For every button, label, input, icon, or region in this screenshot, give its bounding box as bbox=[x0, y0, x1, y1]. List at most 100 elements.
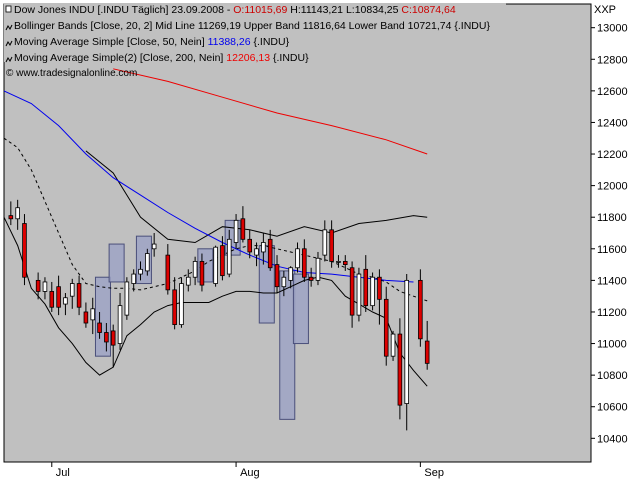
candle-body bbox=[69, 283, 75, 297]
candle-body bbox=[63, 297, 68, 305]
ma50-line bbox=[3, 90, 414, 283]
candle bbox=[220, 236, 225, 281]
candle bbox=[76, 275, 82, 316]
candle bbox=[240, 206, 246, 243]
candle-body bbox=[97, 322, 102, 333]
svg-text:Moving Average Simple [Close,: Moving Average Simple [Close, 50, Nein] … bbox=[14, 36, 290, 48]
candle bbox=[254, 242, 259, 267]
candle-body bbox=[186, 276, 191, 286]
candle-body bbox=[35, 279, 41, 292]
candle bbox=[226, 229, 232, 278]
y-tick-label: 11000 bbox=[597, 339, 627, 351]
pattern-box bbox=[94, 276, 111, 357]
legend-price-name: Dow Jones INDU [.INDU Täglich] 23.09.200… bbox=[14, 4, 233, 16]
x-tick-label: Jul bbox=[56, 467, 70, 479]
bb-lower-line bbox=[3, 216, 428, 387]
candle-body bbox=[418, 279, 423, 340]
candle bbox=[233, 214, 239, 249]
candle bbox=[63, 293, 68, 316]
candle-body bbox=[165, 254, 171, 291]
candle bbox=[261, 233, 266, 265]
legend-high: H:11143,21 bbox=[290, 4, 343, 16]
candle bbox=[308, 267, 314, 287]
candle-body bbox=[192, 261, 198, 278]
pattern-box bbox=[279, 270, 296, 420]
ma200-line bbox=[113, 68, 428, 155]
candle bbox=[267, 229, 273, 271]
legend-open: O:11015,69 bbox=[233, 4, 287, 16]
candle-body bbox=[104, 332, 109, 343]
candle bbox=[124, 277, 130, 320]
candle-body bbox=[349, 267, 355, 316]
candle-body bbox=[329, 229, 334, 262]
candle-body bbox=[377, 276, 382, 300]
candle bbox=[329, 220, 334, 268]
plot-area bbox=[3, 3, 592, 463]
candle-body bbox=[213, 246, 218, 284]
candle bbox=[315, 251, 321, 286]
candle bbox=[179, 277, 184, 328]
copyright-label: © www.tradesignalonline.com bbox=[6, 68, 137, 79]
candle-body bbox=[117, 305, 123, 344]
candle bbox=[383, 286, 389, 366]
candle-body bbox=[15, 207, 20, 220]
candle bbox=[83, 302, 89, 328]
candle bbox=[343, 255, 348, 271]
candle bbox=[131, 269, 136, 292]
candle bbox=[8, 201, 14, 226]
plot-background bbox=[3, 3, 592, 463]
candle bbox=[15, 199, 20, 230]
y-tick-label: 12800 bbox=[597, 54, 628, 66]
candle bbox=[390, 330, 396, 361]
candle bbox=[397, 318, 403, 420]
y-tick-label: 11600 bbox=[597, 244, 627, 256]
candle bbox=[49, 281, 55, 312]
legend-close: C:10874,64 bbox=[401, 4, 455, 16]
legend-ma50-value: 11388,26 bbox=[208, 36, 251, 48]
candle bbox=[336, 255, 341, 268]
y-tick-label: 11400 bbox=[597, 275, 627, 287]
candle-body bbox=[8, 215, 14, 220]
candle-body bbox=[404, 279, 409, 404]
candle-body bbox=[124, 281, 130, 316]
candle-body bbox=[267, 238, 273, 269]
legend: Dow Jones INDU [.INDU Täglich] 23.09.200… bbox=[4, 3, 506, 79]
x-tick-label: Sep bbox=[424, 467, 444, 479]
legend-bollinger-name: Bollinger Bands [Close, 20, 2] bbox=[14, 20, 152, 32]
candle bbox=[288, 266, 293, 289]
candle-body bbox=[76, 283, 82, 308]
candle-body bbox=[179, 283, 184, 326]
candle bbox=[145, 248, 150, 276]
candle-body bbox=[322, 229, 328, 256]
candle-body bbox=[274, 264, 280, 288]
y-tick-label: 11800 bbox=[597, 212, 627, 224]
candle-body bbox=[83, 311, 89, 324]
candle-body bbox=[199, 261, 205, 286]
candle-body bbox=[315, 257, 321, 281]
legend-item-ma200: Moving Average Simple(2) [Close, 200, Ne… bbox=[5, 52, 309, 64]
candle-body bbox=[383, 298, 389, 357]
candle bbox=[363, 255, 369, 312]
legend-low: L:10834,25 bbox=[346, 4, 399, 16]
candle bbox=[295, 242, 300, 273]
candle-legend-icon bbox=[5, 5, 12, 13]
candle bbox=[404, 274, 409, 431]
y-tick-label: 12600 bbox=[597, 86, 628, 98]
candle bbox=[192, 256, 198, 286]
candle-body bbox=[336, 261, 341, 263]
legend-item-bollinger: Bollinger Bands [Close, 20, 2] Mid Line … bbox=[5, 20, 490, 32]
candle-body bbox=[131, 273, 136, 284]
candle-body bbox=[220, 245, 225, 277]
svg-text:Dow Jones INDU [.INDU Täglich: Dow Jones INDU [.INDU Täglich] 23.09.200… bbox=[14, 4, 456, 16]
candle-body bbox=[145, 253, 150, 272]
candle bbox=[42, 277, 48, 300]
legend-background bbox=[4, 3, 506, 62]
candle bbox=[377, 269, 382, 325]
axis-layer: 10400 10600 10800 11000 11200 11400 11600 11800… bbox=[4, 4, 628, 479]
candle-body bbox=[151, 243, 157, 250]
candle bbox=[370, 272, 375, 311]
candle bbox=[97, 311, 102, 339]
candle bbox=[90, 297, 96, 335]
candle-body bbox=[343, 261, 348, 265]
candle-body bbox=[138, 268, 143, 275]
